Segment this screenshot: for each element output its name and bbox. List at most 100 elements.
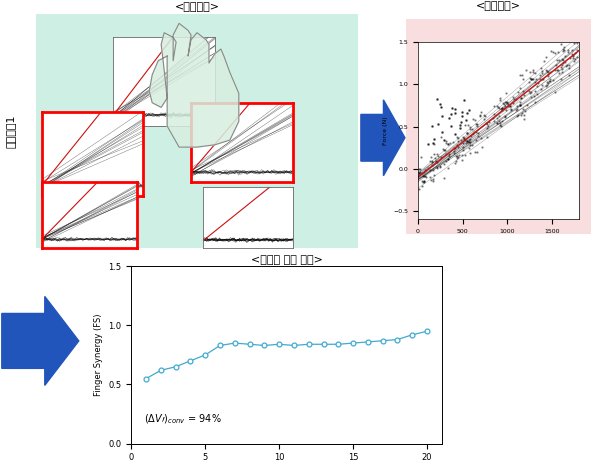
Point — [565, 54, 575, 62]
Point — [512, 95, 521, 103]
Point — [426, 173, 435, 180]
Point — [461, 140, 471, 147]
Point — [497, 122, 506, 130]
Point — [417, 170, 427, 177]
Point — [445, 114, 454, 121]
Point — [420, 177, 429, 185]
Point — [450, 105, 460, 113]
Point — [454, 137, 463, 145]
Point — [453, 152, 462, 160]
Point — [464, 138, 474, 145]
Point — [443, 156, 453, 163]
Point — [509, 93, 518, 101]
Point — [433, 120, 443, 127]
Point — [559, 43, 569, 51]
Point — [570, 50, 580, 57]
Point — [528, 68, 538, 76]
Point — [552, 67, 561, 74]
Point — [464, 106, 473, 114]
Point — [471, 136, 481, 144]
Point — [558, 59, 567, 67]
Point — [439, 160, 449, 167]
Point — [555, 69, 564, 76]
Point — [466, 132, 476, 139]
Point — [512, 102, 521, 110]
Point — [418, 178, 427, 185]
Point — [423, 164, 433, 172]
Point — [456, 121, 465, 129]
Point — [519, 91, 529, 99]
Point — [476, 108, 485, 116]
Point — [436, 163, 445, 171]
Point — [443, 156, 453, 163]
Point — [457, 152, 466, 159]
Point — [545, 77, 555, 85]
Point — [421, 167, 431, 174]
Point — [420, 167, 430, 174]
Point — [567, 47, 577, 54]
Point — [558, 46, 568, 53]
Point — [497, 104, 507, 112]
Point — [501, 90, 511, 97]
Point — [432, 159, 441, 166]
Point — [438, 112, 447, 119]
Point — [471, 128, 481, 135]
Point — [419, 178, 429, 185]
Point — [572, 53, 581, 61]
Point — [451, 152, 461, 159]
Point — [490, 111, 499, 118]
Point — [448, 139, 457, 146]
Point — [504, 102, 513, 110]
Point — [421, 174, 431, 181]
Point — [519, 111, 529, 119]
Point — [416, 165, 425, 173]
Point — [478, 144, 487, 151]
Point — [467, 125, 477, 133]
Point — [572, 40, 581, 47]
Point — [515, 99, 525, 106]
Point — [443, 165, 453, 172]
Point — [419, 178, 429, 185]
Point — [563, 48, 573, 56]
Point — [497, 117, 507, 125]
Point — [429, 150, 439, 157]
Point — [464, 136, 474, 143]
Point — [417, 183, 427, 190]
Point — [498, 99, 508, 106]
Point — [459, 96, 469, 104]
Point — [539, 57, 549, 64]
Text: $(\Delta V\prime)_{conv}$ = 94%: $(\Delta V\prime)_{conv}$ = 94% — [144, 412, 221, 426]
Point — [448, 105, 457, 112]
Point — [525, 89, 535, 97]
Point — [493, 114, 502, 121]
Point — [530, 98, 540, 106]
Point — [527, 75, 536, 83]
Point — [506, 106, 516, 113]
Point — [564, 71, 574, 78]
Point — [530, 92, 539, 100]
Point — [536, 64, 545, 71]
Point — [472, 120, 482, 127]
Point — [528, 75, 538, 82]
Point — [494, 105, 504, 112]
Point — [536, 85, 546, 92]
Point — [520, 107, 530, 115]
Point — [543, 69, 553, 76]
Point — [516, 71, 525, 79]
Title: <공동성 평가 결과>: <공동성 평가 결과> — [251, 255, 322, 265]
Point — [420, 173, 430, 180]
Point — [424, 141, 433, 148]
Point — [452, 134, 461, 141]
Point — [531, 76, 540, 83]
Point — [429, 171, 438, 178]
Point — [473, 129, 482, 136]
Point — [458, 146, 468, 154]
Point — [459, 134, 469, 142]
Y-axis label: Finger Synergy (FS): Finger Synergy (FS) — [94, 314, 103, 396]
Point — [465, 123, 475, 131]
Point — [553, 48, 562, 56]
Point — [439, 137, 449, 144]
FancyBboxPatch shape — [23, 5, 371, 257]
Point — [513, 88, 523, 96]
Point — [431, 157, 441, 165]
